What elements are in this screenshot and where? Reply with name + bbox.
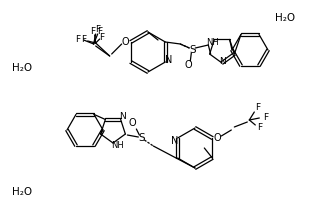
Text: F: F [99, 34, 104, 42]
Text: NH: NH [111, 141, 123, 150]
Text: F: F [255, 104, 260, 113]
Text: O: O [213, 133, 221, 143]
Text: F: F [97, 28, 102, 37]
Text: O: O [128, 118, 136, 128]
Text: N: N [218, 57, 225, 65]
Text: F: F [95, 25, 100, 35]
Text: H₂O: H₂O [12, 187, 32, 197]
Text: F: F [81, 35, 86, 44]
Text: S: S [138, 133, 145, 143]
Text: H₂O: H₂O [275, 13, 295, 23]
Text: O: O [122, 37, 129, 47]
Text: F: F [90, 28, 95, 37]
Text: NH: NH [206, 38, 219, 47]
Text: S: S [189, 45, 196, 55]
Text: F: F [75, 35, 80, 44]
Text: F: F [257, 124, 262, 132]
Text: H₂O: H₂O [12, 63, 32, 73]
Text: F: F [263, 113, 268, 122]
Text: N: N [171, 136, 178, 146]
Text: O: O [184, 60, 192, 70]
Text: N: N [119, 112, 126, 121]
Text: N: N [165, 55, 172, 65]
